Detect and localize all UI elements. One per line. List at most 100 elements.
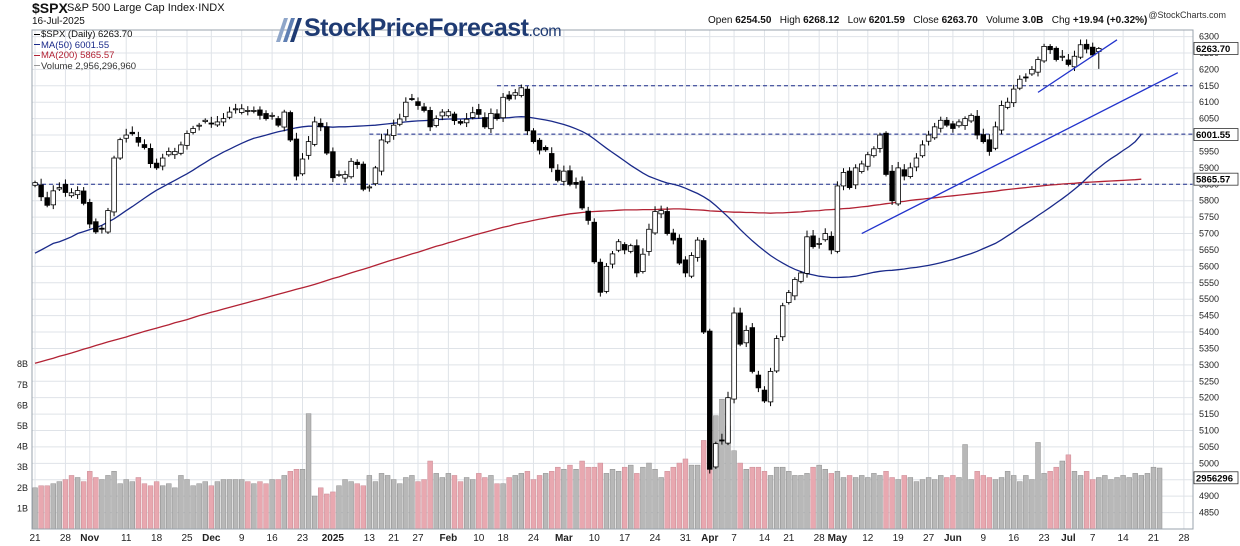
- candle-body: [761, 389, 768, 402]
- candle: [919, 140, 926, 158]
- volume-bar: [330, 491, 336, 530]
- candle: [1065, 54, 1072, 67]
- candle: [792, 277, 798, 301]
- candle-body: [251, 110, 257, 112]
- candle: [962, 116, 968, 130]
- candle: [913, 153, 920, 172]
- volume-bar: [840, 477, 847, 530]
- candle: [348, 158, 354, 179]
- candle: [907, 162, 914, 179]
- candle: [427, 106, 433, 132]
- candle-body: [397, 118, 403, 125]
- candle: [129, 126, 136, 136]
- candle-body: [293, 138, 300, 177]
- volume-bar: [1029, 479, 1035, 530]
- candle: [901, 164, 907, 181]
- candle: [682, 256, 689, 278]
- candle-body: [1023, 76, 1029, 79]
- volume-bar: [761, 471, 768, 530]
- legend-ma200-text: MA(200) 5865.57: [41, 50, 115, 61]
- volume-bar: [1096, 477, 1102, 530]
- y-tick-label: 5300: [1199, 360, 1219, 370]
- x-tick-label: 19: [893, 533, 905, 544]
- price-tag-label: 5865.57: [1196, 175, 1230, 186]
- volume-tick-label: 2B: [17, 483, 28, 493]
- candle-body: [719, 439, 725, 442]
- candle: [925, 130, 932, 146]
- legend-price: $SPX (Daily) 6263.70: [34, 29, 136, 41]
- volume-bar: [220, 479, 227, 530]
- volume-bar: [804, 473, 810, 530]
- candle: [840, 168, 847, 191]
- candle-body: [652, 211, 658, 234]
- candle-body: [68, 192, 75, 197]
- x-tick-label: 23: [1039, 533, 1051, 544]
- candle: [105, 207, 111, 234]
- candle: [561, 165, 567, 186]
- candle: [956, 119, 962, 128]
- candle: [676, 234, 683, 266]
- candle: [700, 237, 707, 334]
- volume-bar: [950, 475, 956, 530]
- candle: [506, 91, 512, 101]
- candle: [816, 237, 822, 249]
- volume-bar: [786, 471, 792, 530]
- candle-body: [1035, 59, 1041, 73]
- volume-bar: [846, 475, 853, 530]
- candle-body: [1089, 46, 1096, 56]
- x-tick-label: 24: [649, 533, 661, 544]
- candle-body: [925, 134, 932, 142]
- candle: [731, 307, 737, 404]
- candle: [80, 187, 87, 206]
- candle-body: [214, 121, 221, 126]
- volume-bar: [141, 483, 148, 530]
- y-tick-label: 5650: [1199, 245, 1219, 255]
- candle: [846, 167, 853, 190]
- volume-bar: [184, 479, 190, 530]
- candle-body: [682, 259, 689, 274]
- candle: [798, 270, 804, 284]
- candle-body: [792, 279, 798, 297]
- volume-bar: [397, 483, 403, 530]
- candle: [938, 116, 944, 133]
- price-tag: 5865.57: [1193, 172, 1239, 186]
- candle-body: [153, 162, 160, 169]
- candle-body: [129, 131, 136, 135]
- volume-bar: [694, 464, 701, 530]
- candle-body: [615, 241, 622, 251]
- volume-bar: [470, 479, 476, 530]
- volume-bar: [968, 479, 974, 530]
- index-name: S&P 500 Large Cap Index: [67, 2, 195, 14]
- volume-bar: [445, 473, 452, 530]
- candle-body: [530, 130, 537, 143]
- candle-body: [1053, 47, 1059, 60]
- close-value: 6263.70: [941, 15, 978, 26]
- volume-bar: [634, 473, 640, 530]
- x-tick-label: Nov: [80, 533, 99, 544]
- x-tick-label: 16: [267, 533, 279, 544]
- volume-bar: [482, 477, 488, 530]
- candle: [190, 125, 196, 135]
- volume-bar: [907, 477, 914, 530]
- volume-bar: [956, 477, 962, 530]
- candle-body: [500, 96, 506, 119]
- price-tag: 6001.55: [1193, 128, 1239, 141]
- volume-bar: [1120, 475, 1126, 530]
- volume-bar: [153, 481, 160, 530]
- volume-bar: [287, 471, 294, 530]
- candle-body: [609, 253, 616, 265]
- volume-tick-label: 8B: [17, 359, 28, 369]
- volume-bar: [1071, 471, 1078, 530]
- candle-body: [457, 121, 464, 124]
- ohlc-readout: Open 6254.50 High 6268.12 Low 6201.59 Cl…: [708, 15, 1147, 26]
- candle: [518, 84, 525, 98]
- candle-body: [1071, 55, 1078, 68]
- candle: [342, 170, 348, 183]
- candle-body: [591, 221, 597, 263]
- candle-body: [463, 118, 470, 124]
- volume-bar: [178, 475, 184, 530]
- candle-body: [287, 112, 294, 141]
- volume-bar: [372, 481, 379, 530]
- candle-body: [372, 167, 379, 185]
- candle-body: [676, 237, 683, 264]
